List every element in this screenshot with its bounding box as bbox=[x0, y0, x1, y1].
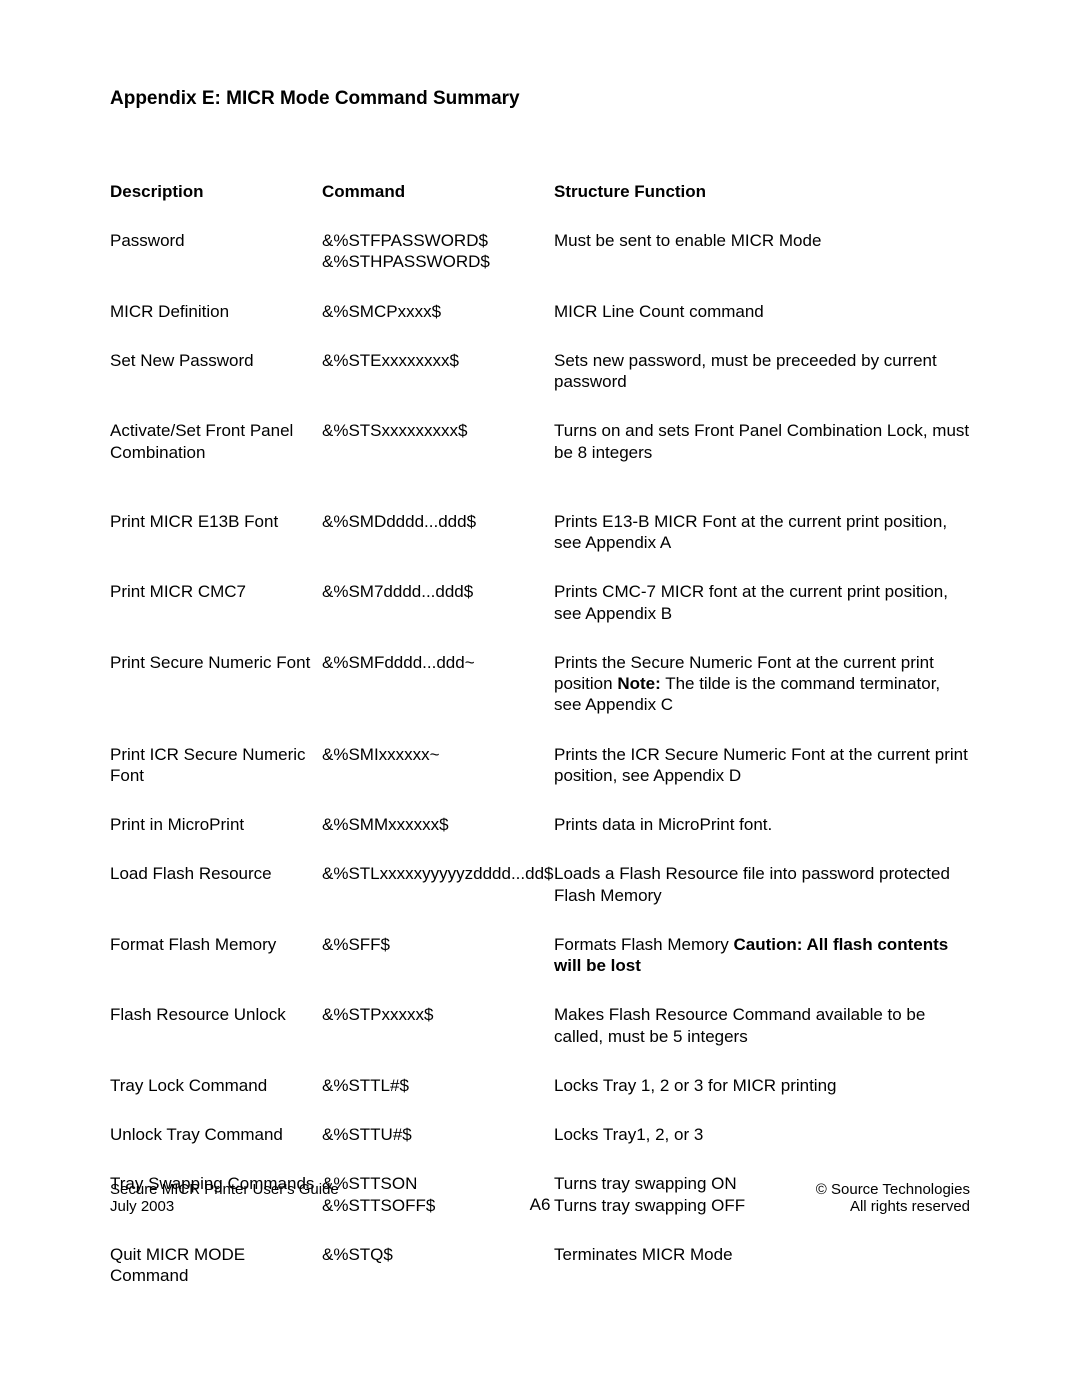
cell-description: Print MICR E13B Font bbox=[110, 511, 322, 554]
cell-description: Print ICR Secure Numeric Font bbox=[110, 744, 322, 787]
table-row: Unlock Tray Command&%STTU#$Locks Tray1, … bbox=[110, 1124, 970, 1145]
cell-function: Locks Tray1, 2, or 3 bbox=[554, 1124, 970, 1145]
table-row: Print MICR CMC7&%SM7dddd...ddd$Prints CM… bbox=[110, 581, 970, 624]
cell-description: Print Secure Numeric Font bbox=[110, 652, 322, 716]
table-row: Set New Password&%STExxxxxxxx$Sets new p… bbox=[110, 350, 970, 393]
cell-command: &%STQ$ bbox=[322, 1244, 554, 1287]
cell-command: &%SMFdddd...ddd~ bbox=[322, 652, 554, 716]
header-description: Description bbox=[110, 182, 322, 202]
cell-description: Password bbox=[110, 230, 322, 273]
cell-description: Unlock Tray Command bbox=[110, 1124, 322, 1145]
cell-function: Sets new password, must be preceeded by … bbox=[554, 350, 970, 393]
cell-function: Loads a Flash Resource file into passwor… bbox=[554, 863, 970, 906]
cell-function: Locks Tray 1, 2 or 3 for MICR printing bbox=[554, 1075, 970, 1096]
footer-page-number: A6 bbox=[530, 1195, 551, 1215]
cell-function: Terminates MICR Mode bbox=[554, 1244, 970, 1287]
cell-function: Prints CMC-7 MICR font at the current pr… bbox=[554, 581, 970, 624]
cell-command: &%SFF$ bbox=[322, 934, 554, 977]
cell-command: &%STTU#$ bbox=[322, 1124, 554, 1145]
cell-description: Quit MICR MODE Command bbox=[110, 1244, 322, 1287]
cell-function: Prints the ICR Secure Numeric Font at th… bbox=[554, 744, 970, 787]
cell-description: Print MICR CMC7 bbox=[110, 581, 322, 624]
cell-description: Load Flash Resource bbox=[110, 863, 322, 906]
page-footer: Secure MICR Printer User's Guide July 20… bbox=[110, 1181, 970, 1215]
cell-command: &%STPxxxxx$ bbox=[322, 1004, 554, 1047]
cell-description: Tray Lock Command bbox=[110, 1075, 322, 1096]
footer-right: © Source Technologies All rights reserve… bbox=[816, 1181, 970, 1215]
table-row: Print ICR Secure Numeric Font&%SMIxxxxxx… bbox=[110, 744, 970, 787]
cell-description: Activate/Set Front Panel Combination bbox=[110, 420, 322, 463]
cell-function: MICR Line Count command bbox=[554, 301, 970, 322]
table-row: Print Secure Numeric Font&%SMFdddd...ddd… bbox=[110, 652, 970, 716]
cell-function: Turns on and sets Front Panel Combinatio… bbox=[554, 420, 970, 463]
table-row: Quit MICR MODE Command&%STQ$Terminates M… bbox=[110, 1244, 970, 1287]
page-title: Appendix E: MICR Mode Command Summary bbox=[110, 88, 970, 110]
cell-command: &%STLxxxxxyyyyyzdddd...dd$ bbox=[322, 863, 554, 906]
table-row: Load Flash Resource&%STLxxxxxyyyyyzdddd.… bbox=[110, 863, 970, 906]
footer-copyright: © Source Technologies bbox=[816, 1181, 970, 1198]
footer-guide-title: Secure MICR Printer User's Guide bbox=[110, 1181, 339, 1198]
cell-command: &%STExxxxxxxx$ bbox=[322, 350, 554, 393]
cell-command: &%STFPASSWORD$ &%STHPASSWORD$ bbox=[322, 230, 554, 273]
table-row: Format Flash Memory&%SFF$Formats Flash M… bbox=[110, 934, 970, 977]
table-header-row: Description Command Structure Function bbox=[110, 182, 970, 202]
cell-function: Must be sent to enable MICR Mode bbox=[554, 230, 970, 273]
cell-description: Format Flash Memory bbox=[110, 934, 322, 977]
table-row: Print in MicroPrint&%SMMxxxxxx$Prints da… bbox=[110, 814, 970, 835]
table-row: MICR Definition&%SMCPxxxx$MICR Line Coun… bbox=[110, 301, 970, 322]
footer-date: July 2003 bbox=[110, 1198, 339, 1215]
table-row: Activate/Set Front Panel Combination&%ST… bbox=[110, 420, 970, 463]
footer-left: Secure MICR Printer User's Guide July 20… bbox=[110, 1181, 339, 1215]
cell-function: Prints data in MicroPrint font. bbox=[554, 814, 970, 835]
cell-command: &%STSxxxxxxxxx$ bbox=[322, 420, 554, 463]
cell-command: &%SM7dddd...ddd$ bbox=[322, 581, 554, 624]
cell-description: Print in MicroPrint bbox=[110, 814, 322, 835]
cell-description: Flash Resource Unlock bbox=[110, 1004, 322, 1047]
table-body: Password&%STFPASSWORD$ &%STHPASSWORD$Mus… bbox=[110, 230, 970, 1286]
table-row: Print MICR E13B Font&%SMDdddd...ddd$Prin… bbox=[110, 511, 970, 554]
cell-command: &%SMCPxxxx$ bbox=[322, 301, 554, 322]
footer-rights: All rights reserved bbox=[816, 1198, 970, 1215]
table-row: Tray Lock Command&%STTL#$Locks Tray 1, 2… bbox=[110, 1075, 970, 1096]
cell-function: Prints the Secure Numeric Font at the cu… bbox=[554, 652, 970, 716]
cell-function: Prints E13-B MICR Font at the current pr… bbox=[554, 511, 970, 554]
header-command: Command bbox=[322, 182, 554, 202]
cell-command: &%SMMxxxxxx$ bbox=[322, 814, 554, 835]
cell-description: Set New Password bbox=[110, 350, 322, 393]
cell-description: MICR Definition bbox=[110, 301, 322, 322]
cell-command: &%SMDdddd...ddd$ bbox=[322, 511, 554, 554]
table-row: Flash Resource Unlock&%STPxxxxx$Makes Fl… bbox=[110, 1004, 970, 1047]
cell-function: Makes Flash Resource Command available t… bbox=[554, 1004, 970, 1047]
header-structure-function: Structure Function bbox=[554, 182, 970, 202]
cell-command: &%SMIxxxxxx~ bbox=[322, 744, 554, 787]
cell-function: Formats Flash Memory Caution: All flash … bbox=[554, 934, 970, 977]
cell-command: &%STTL#$ bbox=[322, 1075, 554, 1096]
table-row: Password&%STFPASSWORD$ &%STHPASSWORD$Mus… bbox=[110, 230, 970, 273]
